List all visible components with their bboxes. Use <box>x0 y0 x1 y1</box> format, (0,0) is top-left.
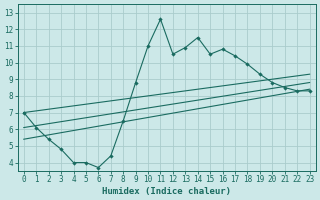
X-axis label: Humidex (Indice chaleur): Humidex (Indice chaleur) <box>102 187 231 196</box>
